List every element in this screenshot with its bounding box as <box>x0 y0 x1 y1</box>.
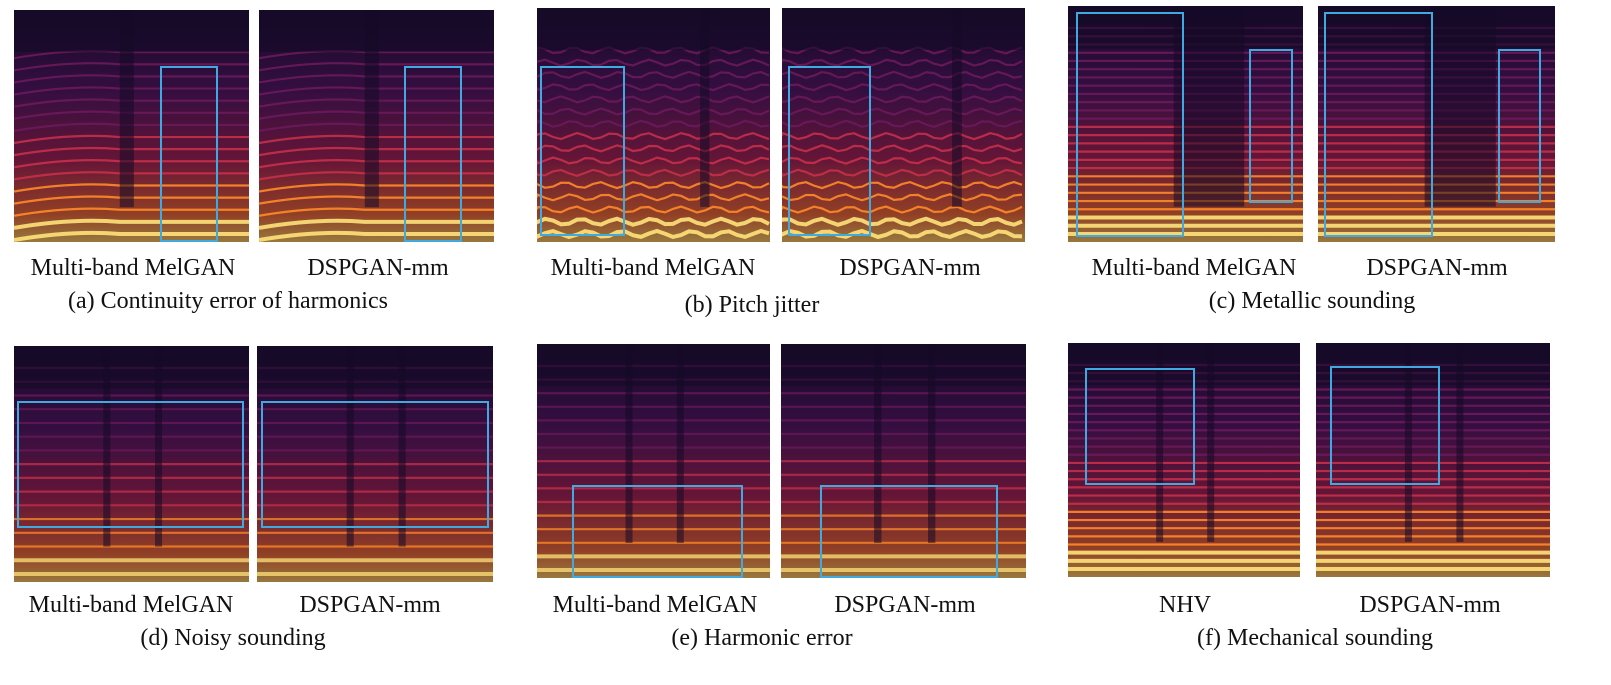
spectrogram-label-a-right: DSPGAN-mm <box>307 255 449 281</box>
spectrogram-label-c-left: Multi-band MelGAN <box>1091 255 1297 281</box>
spectrogram-label-c-right: DSPGAN-mm <box>1366 255 1508 281</box>
panel-caption-a: (a) Continuity error of harmonics <box>68 288 388 314</box>
highlight-box-a-0 <box>160 66 218 242</box>
highlight-box-e-0 <box>572 485 743 578</box>
panel-caption-b: (b) Pitch jitter <box>684 292 820 318</box>
panel-caption-d: (d) Noisy sounding <box>140 625 326 651</box>
panel-caption-c: (c) Metallic sounding <box>1208 288 1416 314</box>
spectrogram-label-d-right: DSPGAN-mm <box>299 592 441 618</box>
spectrogram-label-e-left: Multi-band MelGAN <box>552 592 758 618</box>
spectrogram-label-e-right: DSPGAN-mm <box>834 592 976 618</box>
highlight-box-f-1 <box>1330 366 1440 485</box>
spectrogram-label-a-left: Multi-band MelGAN <box>30 255 236 281</box>
spectrogram-f-left <box>1068 343 1300 577</box>
spectrogram-e-right <box>781 344 1026 578</box>
spectrogram-b-left <box>537 8 770 242</box>
panel-caption-f: (f) Mechanical sounding <box>1197 625 1433 651</box>
spectrogram-e-left <box>537 344 770 578</box>
spectrogram-a-left <box>14 10 249 242</box>
panel-caption-e: (e) Harmonic error <box>671 625 853 651</box>
spectrogram-c-left <box>1068 6 1303 242</box>
highlight-box-c-0 <box>1076 12 1184 237</box>
spectrogram-label-f-left: NHV <box>1159 592 1211 618</box>
highlight-box-c-1 <box>1249 49 1293 203</box>
highlight-box-c-3 <box>1498 49 1541 203</box>
highlight-box-b-1 <box>788 66 871 236</box>
highlight-box-a-1 <box>404 66 462 242</box>
highlight-box-d-1 <box>261 401 489 528</box>
spectrogram-f-right <box>1316 343 1550 577</box>
highlight-box-d-0 <box>17 401 244 528</box>
highlight-box-c-2 <box>1324 12 1433 237</box>
highlight-box-f-0 <box>1085 368 1195 485</box>
spectrogram-label-d-left: Multi-band MelGAN <box>28 592 234 618</box>
spectrogram-d-left <box>14 346 249 582</box>
spectrogram-label-b-left: Multi-band MelGAN <box>550 255 756 281</box>
highlight-box-b-0 <box>540 66 625 236</box>
spectrogram-label-b-right: DSPGAN-mm <box>839 255 981 281</box>
highlight-box-e-1 <box>820 485 998 578</box>
spectrogram-a-right <box>259 10 494 242</box>
spectrogram-d-right <box>257 346 493 582</box>
spectrogram-b-right <box>782 8 1025 242</box>
spectrogram-label-f-right: DSPGAN-mm <box>1359 592 1501 618</box>
